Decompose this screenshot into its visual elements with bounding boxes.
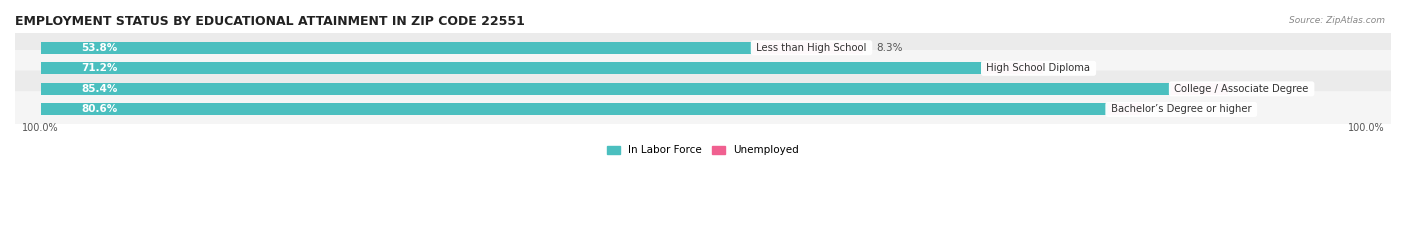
Text: 4.3%: 4.3% xyxy=(1241,84,1268,94)
Text: 53.8%: 53.8% xyxy=(82,43,118,53)
Bar xyxy=(41,103,1108,115)
Text: 4.5%: 4.5% xyxy=(1056,63,1083,73)
Bar xyxy=(754,42,863,54)
Bar xyxy=(1108,103,1142,115)
Text: 2.6%: 2.6% xyxy=(1156,104,1182,114)
FancyBboxPatch shape xyxy=(10,50,1396,87)
Bar xyxy=(41,62,983,74)
Text: High School Diploma: High School Diploma xyxy=(983,63,1094,73)
Bar xyxy=(1171,83,1229,95)
Text: 80.6%: 80.6% xyxy=(82,104,118,114)
Text: EMPLOYMENT STATUS BY EDUCATIONAL ATTAINMENT IN ZIP CODE 22551: EMPLOYMENT STATUS BY EDUCATIONAL ATTAINM… xyxy=(15,15,524,28)
Text: 85.4%: 85.4% xyxy=(82,84,118,94)
FancyBboxPatch shape xyxy=(10,71,1396,107)
Text: 100.0%: 100.0% xyxy=(1348,123,1385,134)
Bar xyxy=(41,83,1171,95)
Text: 8.3%: 8.3% xyxy=(876,43,903,53)
Bar xyxy=(41,42,754,54)
Bar xyxy=(983,62,1043,74)
Legend: In Labor Force, Unemployed: In Labor Force, Unemployed xyxy=(603,141,803,159)
Text: 71.2%: 71.2% xyxy=(82,63,118,73)
Text: Bachelor’s Degree or higher: Bachelor’s Degree or higher xyxy=(1108,104,1254,114)
FancyBboxPatch shape xyxy=(10,91,1396,128)
Text: College / Associate Degree: College / Associate Degree xyxy=(1171,84,1312,94)
Text: Less than High School: Less than High School xyxy=(754,43,870,53)
Text: 100.0%: 100.0% xyxy=(21,123,58,134)
Text: Source: ZipAtlas.com: Source: ZipAtlas.com xyxy=(1289,16,1385,25)
FancyBboxPatch shape xyxy=(10,29,1396,66)
